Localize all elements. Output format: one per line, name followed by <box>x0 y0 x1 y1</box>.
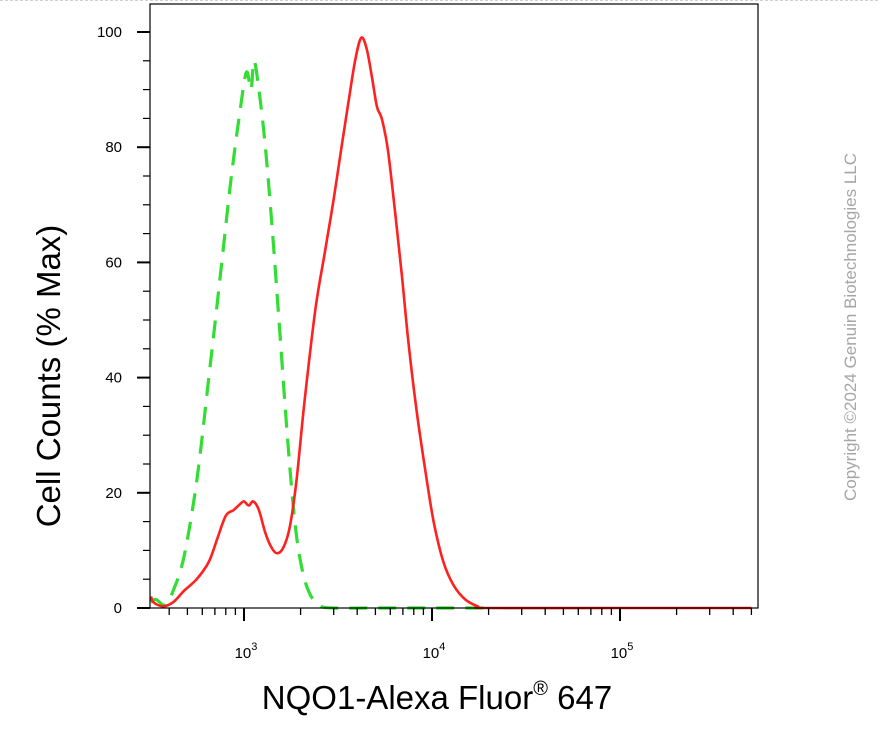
x-tick-label: 104 <box>423 641 446 662</box>
plot-frame <box>149 3 759 609</box>
top-dashed-border <box>0 0 878 1</box>
y-tick-label: 40 <box>105 370 122 387</box>
x-tick-label: 105 <box>611 641 634 662</box>
x-axis-title-main: NQO1-Alexa Fluor <box>262 679 533 716</box>
copyright-watermark: Copyright ©2024 Genuin Biotechnologies L… <box>841 153 860 501</box>
series-layer <box>149 36 752 610</box>
y-tick-label: 60 <box>105 254 122 271</box>
x-axis-title-superscript: ® <box>533 678 548 700</box>
series-line-solid <box>149 36 752 610</box>
y-tick-label: 100 <box>97 24 122 41</box>
axis-layer: 0 20 40 60 80 100 103 104 105 <box>97 24 753 662</box>
x-axis-title-tail: 647 <box>548 679 612 716</box>
y-axis-title: Cell Counts (% Max) <box>30 225 67 528</box>
series-line-dashed <box>150 59 489 610</box>
x-axis-title: NQO1-Alexa Fluor® 647 <box>262 678 612 716</box>
y-tick-label: 0 <box>114 600 122 617</box>
y-tick-label: 20 <box>105 485 122 502</box>
x-tick-label: 103 <box>235 641 258 662</box>
y-tick-label: 80 <box>105 139 122 156</box>
